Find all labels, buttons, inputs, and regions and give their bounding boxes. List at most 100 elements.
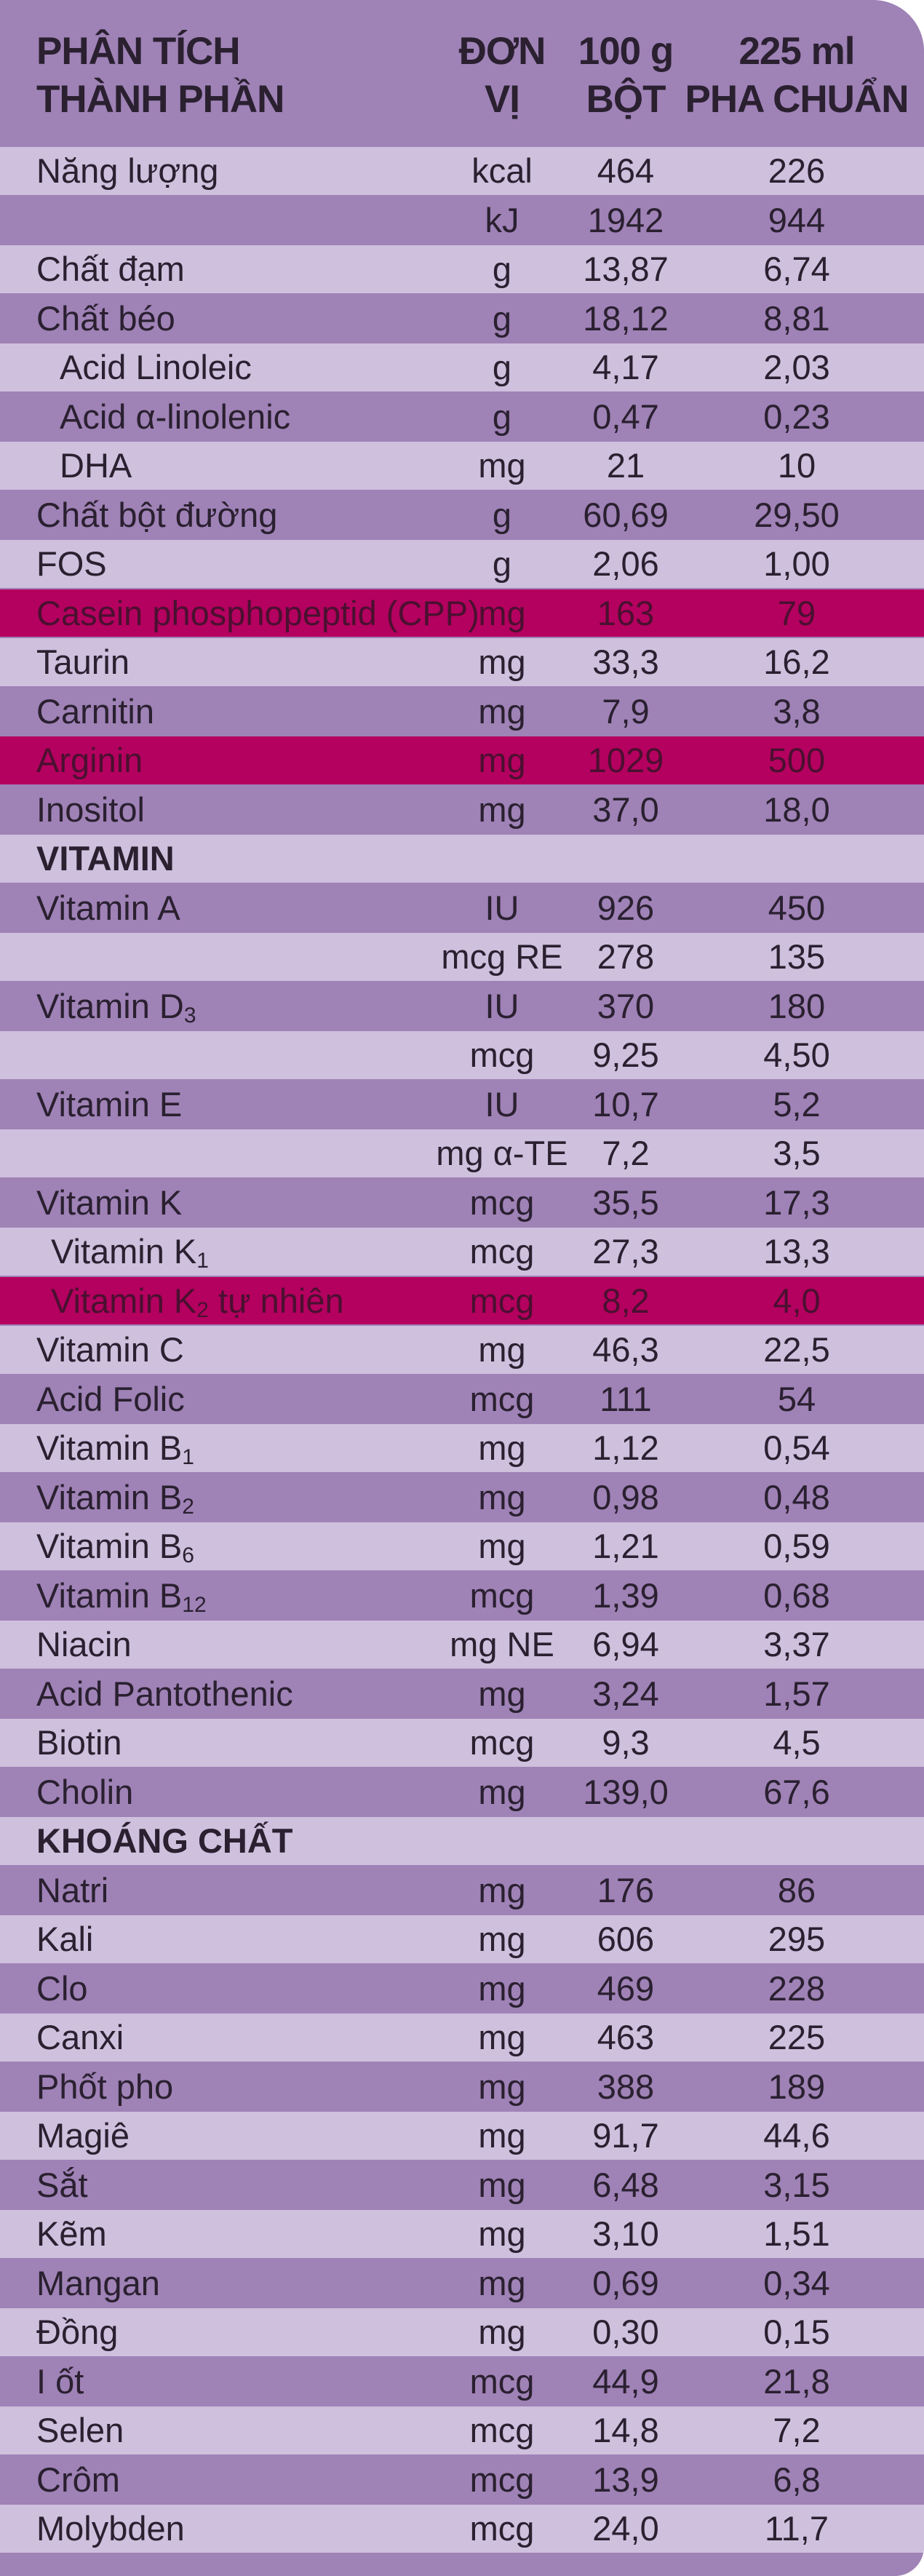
table-row: Niacin mg NE 6,94 3,37	[0, 1621, 924, 1669]
table-row: mg α-TE 7,2 3,5	[0, 1129, 924, 1177]
row-value-100g: 27,3	[592, 1232, 659, 1271]
table-row: Đồng mg 0,30 0,15	[0, 2308, 924, 2356]
row-unit: IU	[485, 1084, 519, 1124]
row-name: Molybden	[36, 2505, 185, 2553]
row-name: Vitamin D3	[36, 982, 196, 1030]
row-name-text: Magiê	[36, 2116, 130, 2155]
row-unit: mg α-TE	[436, 1134, 568, 1172]
section-header: VITAMIN	[0, 835, 924, 883]
table-row: Magiê mg 91,7 44,6	[0, 2112, 924, 2160]
table-row: Canxi mg 463 225	[0, 2014, 924, 2062]
row-unit: mg	[478, 2214, 526, 2253]
row-value-225ml: 135	[768, 937, 826, 976]
row-value-100g: 606	[597, 1920, 655, 1958]
row-name-subscript: 3	[183, 1003, 196, 1027]
row-value-100g: 1,12	[592, 1428, 659, 1467]
table-row: Clo mg 469 228	[0, 1964, 924, 2012]
row-unit: mg	[478, 2018, 526, 2056]
table-row: DHA mg 21 10	[0, 442, 924, 490]
row-name: Vitamin K1	[51, 1228, 209, 1276]
row-name: Acid α-linolenic	[60, 393, 290, 441]
row-name-text: VITAMIN	[36, 839, 175, 878]
row-value-225ml: 450	[768, 888, 826, 927]
row-value-100g: 0,69	[592, 2263, 659, 2302]
row-value-100g: 8,2	[602, 1281, 650, 1320]
row-name-text: Inositol	[36, 790, 145, 829]
row-name-text: Natri	[36, 1870, 109, 1909]
row-value-225ml: 944	[768, 200, 826, 239]
header-225ml: 225 ml PHA CHUẨN	[677, 28, 917, 124]
table-row: Acid Pantothenic mg 3,24 1,57	[0, 1669, 924, 1717]
row-value-225ml: 13,3	[763, 1232, 830, 1271]
row-value-100g: 9,3	[602, 1723, 650, 1762]
row-unit: mg	[478, 1330, 526, 1369]
row-value-100g: 1942	[587, 200, 664, 239]
row-unit: mg	[478, 790, 526, 829]
row-value-225ml: 17,3	[763, 1182, 830, 1222]
row-name: Vitamin B1	[36, 1424, 194, 1472]
row-value-100g: 10,7	[592, 1084, 659, 1124]
row-name-subscript: 1	[196, 1249, 209, 1273]
header-name: PHÂN TÍCH THÀNH PHẦN	[36, 28, 284, 124]
row-name: Acid Linoleic	[60, 343, 252, 391]
row-unit: mg	[478, 1674, 526, 1713]
table-row: Natri mg 176 86	[0, 1866, 924, 1914]
row-name: Vitamin B6	[36, 1522, 194, 1570]
row-value-225ml: 0,54	[763, 1428, 830, 1467]
table-row: mcg 9,25 4,50	[0, 1031, 924, 1079]
row-value-225ml: 16,2	[763, 643, 830, 681]
row-name-text: Taurin	[36, 643, 130, 681]
header-name-line1: PHÂN TÍCH	[36, 30, 241, 73]
row-value-225ml: 22,5	[763, 1330, 830, 1369]
row-value-100g: 111	[600, 1379, 652, 1418]
table-row: Acid Linoleic g 4,17 2,03	[0, 343, 924, 391]
row-name: I ốt	[36, 2358, 84, 2406]
row-name-subscript: 1	[182, 1445, 194, 1469]
row-unit: mg	[478, 2313, 526, 2351]
row-name-text: Acid Folic	[36, 1379, 185, 1418]
row-name-text: KHOÁNG CHẤT	[36, 1821, 293, 1860]
row-value-100g: 3,10	[592, 2214, 659, 2253]
row-value-225ml: 67,6	[763, 1772, 830, 1811]
row-value-100g: 44,9	[592, 2361, 659, 2401]
header-100g-line1: 100 g	[578, 30, 674, 73]
row-unit: mcg RE	[441, 937, 563, 976]
row-name: Sắt	[36, 2161, 88, 2209]
row-value-100g: 46,3	[592, 1330, 659, 1369]
row-name: Canxi	[36, 2014, 124, 2062]
table-row: Chất đạm g 13,87 6,74	[0, 245, 924, 293]
table-row: Vitamin A IU 926 450	[0, 883, 924, 931]
row-name: Carnitin	[36, 688, 154, 736]
row-value-225ml: 226	[768, 151, 826, 190]
row-name-text: Casein phosphopeptid (CPP)	[36, 593, 479, 632]
row-unit: mg	[478, 1870, 526, 1909]
row-value-225ml: 79	[777, 593, 816, 632]
table-row: Chất béo g 18,12 8,81	[0, 294, 924, 342]
row-name: Vitamin K2 tự nhiên	[51, 1277, 344, 1325]
table-row: Vitamin B1 mg 1,12 0,54	[0, 1424, 924, 1472]
row-unit: mcg	[469, 2411, 535, 2449]
row-value-100g: 1,39	[592, 1575, 659, 1615]
row-value-100g: 163	[597, 593, 655, 632]
table-row: Vitamin K2 tự nhiên mcg 8,2 4,0	[0, 1276, 924, 1325]
row-value-225ml: 0,68	[763, 1575, 830, 1615]
row-unit: mg NE	[450, 1625, 554, 1663]
row-name-text: Cholin	[36, 1772, 134, 1811]
table-row: Mangan mg 0,69 0,34	[0, 2259, 924, 2307]
row-value-225ml: 500	[768, 741, 826, 779]
row-value-225ml: 86	[777, 1870, 816, 1909]
row-name-text: Vitamin K	[51, 1232, 197, 1271]
row-name: FOS	[36, 540, 107, 588]
row-value-225ml: 189	[768, 2067, 826, 2106]
row-name: DHA	[60, 442, 132, 490]
row-name-text: Arginin	[36, 741, 143, 779]
row-value-225ml: 1,57	[763, 1674, 830, 1713]
row-unit: mg	[478, 741, 526, 779]
table-row: Kẽm mg 3,10 1,51	[0, 2210, 924, 2258]
row-name-text: Molybden	[36, 2509, 185, 2548]
row-value-100g: 2,06	[592, 544, 659, 583]
row-unit: IU	[485, 986, 519, 1025]
table-row: I ốt mcg 44,9 21,8	[0, 2357, 924, 2406]
row-name: Phốt pho	[36, 2063, 173, 2111]
table-row: Vitamin B2 mg 0,98 0,48	[0, 1473, 924, 1521]
